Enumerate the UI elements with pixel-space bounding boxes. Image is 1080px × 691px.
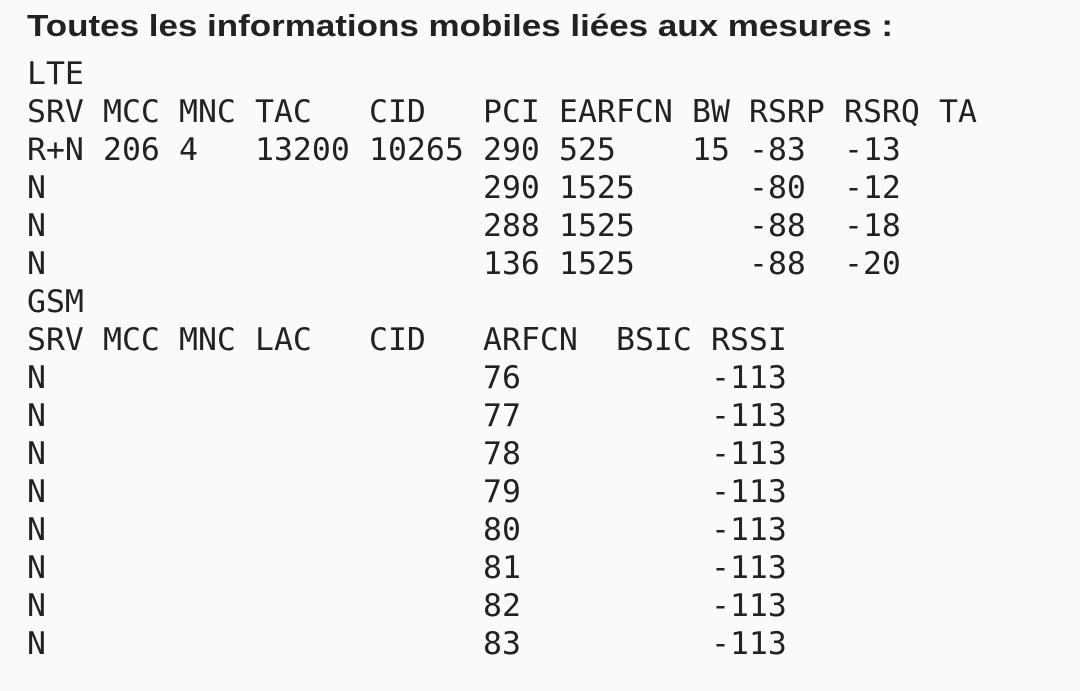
column-header: RSSI	[711, 322, 787, 358]
table-cell: R+N	[27, 132, 84, 168]
table-cell: 4	[179, 132, 198, 168]
column-header: RSRQ	[844, 94, 920, 130]
column-header: CID	[369, 94, 426, 130]
column-header: CID	[369, 322, 426, 358]
column-header: MCC	[103, 322, 160, 358]
table-cell: N	[27, 436, 46, 472]
table-cell: 80	[483, 512, 521, 548]
column-header: MNC	[179, 94, 236, 130]
table-cell: -113	[711, 512, 787, 548]
table-cell: N	[27, 246, 46, 282]
table-cell: 288	[483, 208, 540, 244]
table-cell: N	[27, 208, 46, 244]
table-cell: -80	[749, 170, 806, 206]
table-cell: 1525	[559, 208, 635, 244]
table-cell: N	[27, 626, 46, 662]
table-cell: -113	[711, 474, 787, 510]
column-header: SRV	[27, 94, 84, 130]
table-cell: -113	[711, 588, 787, 624]
column-header: BSIC	[616, 322, 692, 358]
table-cell: 1525	[559, 170, 635, 206]
table-cell: -83	[749, 132, 806, 168]
column-header: PCI	[483, 94, 540, 130]
column-header: RSRP	[749, 94, 825, 130]
table-cell: -113	[711, 398, 787, 434]
table-cell: -20	[844, 246, 901, 282]
column-header: TAC	[255, 94, 312, 130]
table-cell: 206	[103, 132, 160, 168]
table-cell: N	[27, 398, 46, 434]
table-cell: 83	[483, 626, 521, 662]
table-cell: N	[27, 512, 46, 548]
table-cell: N	[27, 360, 46, 396]
table-cell: 78	[483, 436, 521, 472]
table-cell: -113	[711, 436, 787, 472]
table-cell: N	[27, 588, 46, 624]
column-header: MNC	[179, 322, 236, 358]
column-header: LAC	[255, 322, 312, 358]
table-cell: -88	[749, 246, 806, 282]
table-cell: 76	[483, 360, 521, 396]
table-cell: -13	[844, 132, 901, 168]
table-cell: 10265	[369, 132, 464, 168]
table-cell: 525	[559, 132, 616, 168]
table-cell: 77	[483, 398, 521, 434]
table-cell: 81	[483, 550, 521, 586]
table-cell: -113	[711, 626, 787, 662]
table-cell: 15	[692, 132, 730, 168]
section-label: LTE	[27, 56, 84, 92]
table-cell: 290	[483, 170, 540, 206]
table-cell: 79	[483, 474, 521, 510]
table-cell: -113	[711, 550, 787, 586]
table-cell: 136	[483, 246, 540, 282]
table-cell: -12	[844, 170, 901, 206]
column-header: MCC	[103, 94, 160, 130]
column-header: EARFCN	[559, 94, 673, 130]
table-cell: -113	[711, 360, 787, 396]
table-cell: 82	[483, 588, 521, 624]
table-cell: N	[27, 550, 46, 586]
page-title: Toutes les informations mobiles liées au…	[27, 8, 893, 43]
column-header: TA	[939, 94, 977, 130]
table-cell: 290	[483, 132, 540, 168]
table-cell: -18	[844, 208, 901, 244]
table-cell: 13200	[255, 132, 350, 168]
column-header: ARFCN	[483, 322, 578, 358]
table-cell: -88	[749, 208, 806, 244]
table-cell: N	[27, 170, 46, 206]
table-cell: N	[27, 474, 46, 510]
column-header: SRV	[27, 322, 84, 358]
table-cell: 1525	[559, 246, 635, 282]
section-label: GSM	[27, 284, 84, 320]
column-header: BW	[692, 94, 730, 130]
